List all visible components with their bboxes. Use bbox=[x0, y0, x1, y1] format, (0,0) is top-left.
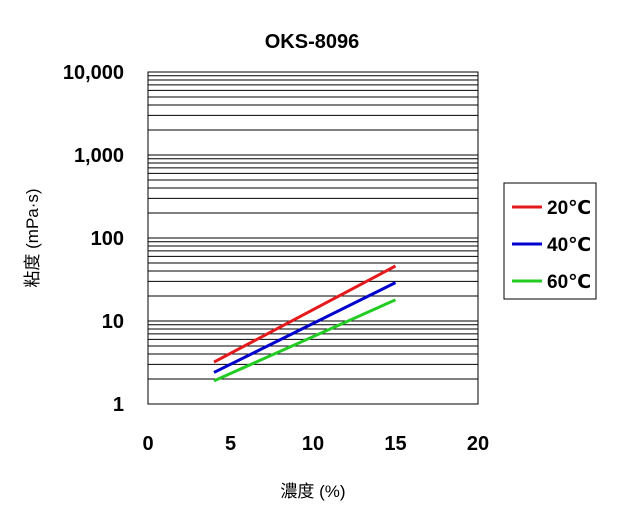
legend: 20℃ 40℃ 60℃ bbox=[503, 182, 597, 300]
gridlines bbox=[148, 71, 478, 405]
legend-label: 40℃ bbox=[547, 235, 591, 256]
series-line bbox=[213, 281, 397, 374]
x-tick-label: 15 bbox=[384, 433, 406, 455]
y-tick-label: 10 bbox=[102, 311, 124, 333]
series-line bbox=[213, 298, 397, 383]
x-tick-label: 10 bbox=[302, 433, 324, 455]
x-tick-labels: 0 5 10 15 20 bbox=[142, 433, 489, 455]
y-tick-label: 1,000 bbox=[74, 145, 124, 167]
x-tick-label: 5 bbox=[225, 433, 236, 455]
legend-label: 20℃ bbox=[547, 198, 591, 219]
x-tick-label: 20 bbox=[467, 433, 489, 455]
plot-area bbox=[147, 71, 479, 405]
legend-label: 60℃ bbox=[547, 272, 591, 293]
y-tick-label: 10,000 bbox=[63, 62, 124, 84]
y-axis-label: 粘度 (mPa·s) bbox=[23, 188, 42, 287]
x-tick-label: 0 bbox=[142, 433, 153, 455]
series-lines bbox=[213, 264, 397, 383]
chart-title: OKS-8096 bbox=[265, 31, 360, 53]
y-tick-label: 100 bbox=[91, 228, 124, 250]
y-tick-label: 1 bbox=[113, 394, 124, 416]
x-axis-label: 濃度 (%) bbox=[280, 482, 345, 501]
y-tick-labels: 1 10 100 1,000 10,000 bbox=[63, 62, 124, 416]
series-line bbox=[213, 264, 397, 364]
